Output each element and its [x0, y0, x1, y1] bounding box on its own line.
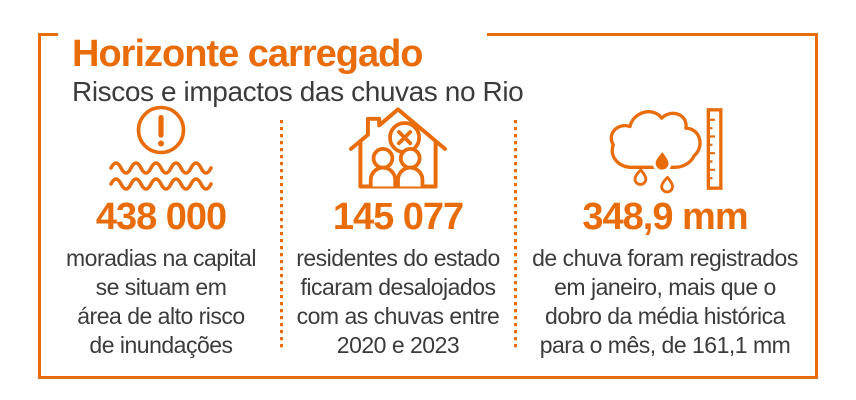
stat-displaced-residents: 145 077 residentes do estado ficaram des…	[281, 96, 515, 372]
stats-row: 438 000 moradias na capital se situam em…	[41, 96, 815, 372]
stat-rainfall: 348,9 mm de chuva foram registrados em j…	[515, 96, 815, 372]
stat-value: 348,9 mm	[582, 196, 748, 238]
displaced-house-icon	[341, 102, 455, 194]
stat-value: 438 000	[95, 196, 227, 238]
frame-top-right-line	[487, 33, 818, 36]
stat-flood-risk: 438 000 moradias na capital se situam em…	[41, 96, 281, 372]
column-divider	[280, 120, 283, 348]
stat-description: de chuva foram registrados em janeiro, m…	[532, 245, 798, 358]
rain-gauge-icon	[590, 102, 740, 194]
column-divider	[514, 120, 517, 348]
page-title: Horizonte carregado	[72, 33, 424, 76]
stat-description: residentes do estado ficaram desalojados…	[296, 245, 500, 358]
infographic-frame	[38, 33, 818, 379]
stat-value: 145 077	[332, 196, 464, 238]
flood-alert-icon	[98, 102, 224, 194]
stat-description: moradias na capital se situam em área de…	[66, 245, 256, 358]
page-subtitle: Riscos e impactos das chuvas no Rio	[72, 76, 524, 108]
frame-top-left-dash	[38, 33, 58, 36]
